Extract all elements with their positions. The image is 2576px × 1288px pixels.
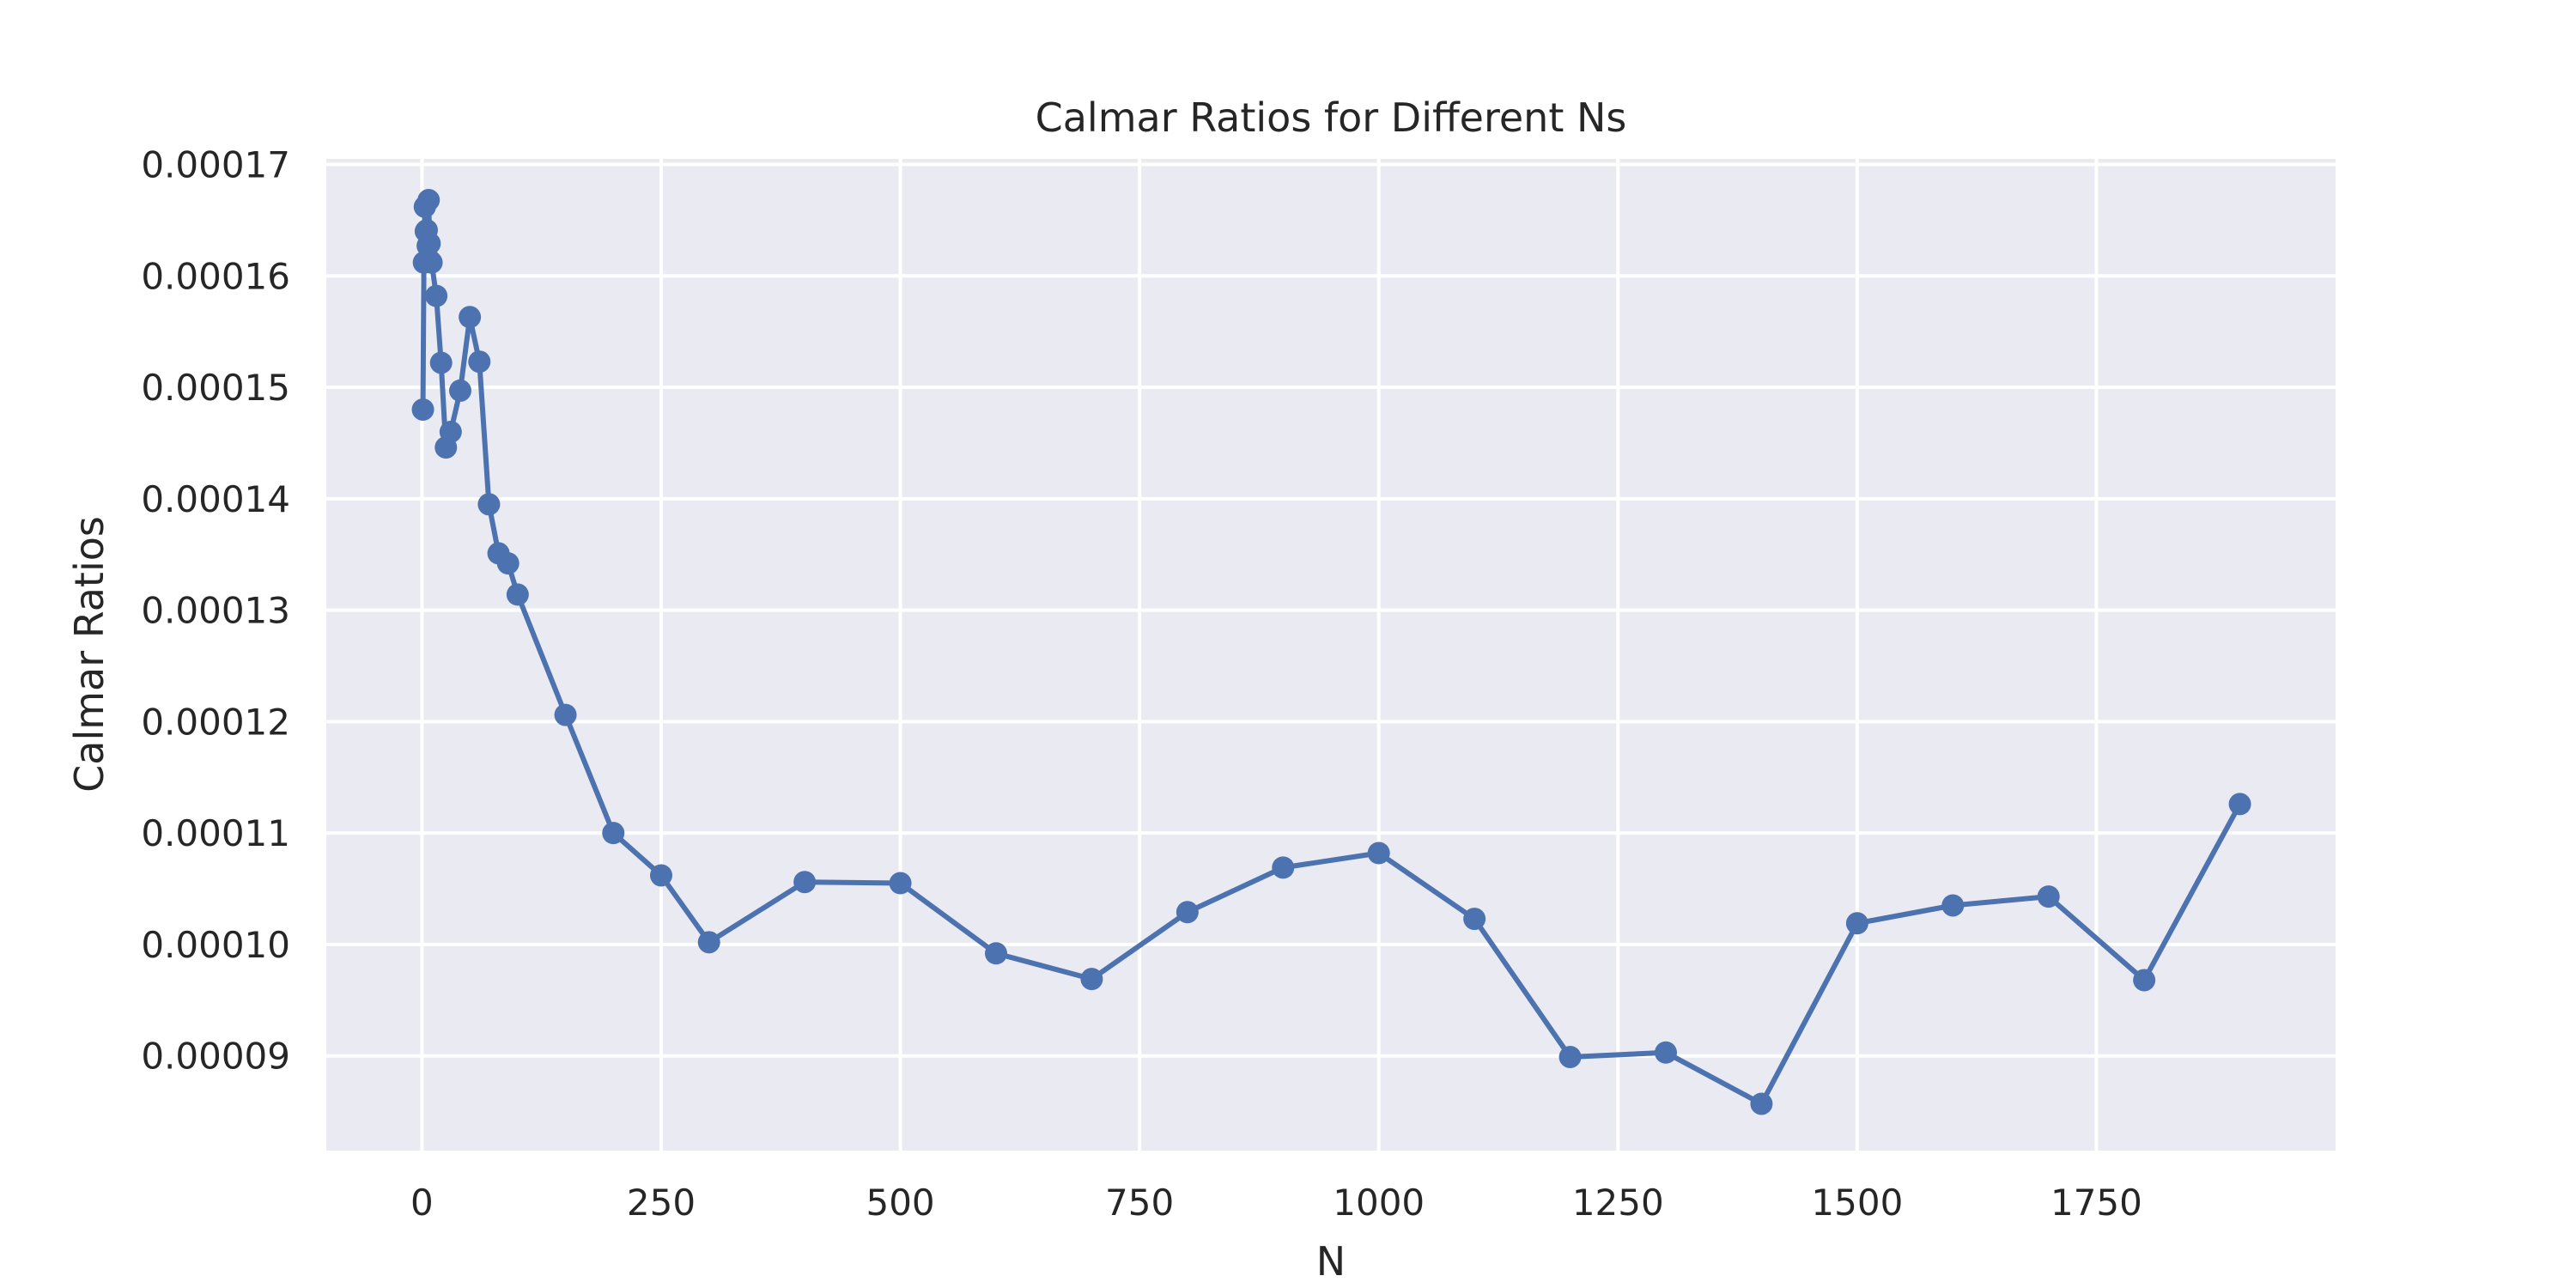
data-point <box>2133 969 2156 992</box>
data-point <box>420 251 443 274</box>
data-point <box>1941 894 1965 917</box>
chart-title: Calmar Ratios for Different Ns <box>1036 94 1627 141</box>
y-tick-label: 0.00014 <box>141 478 290 520</box>
data-point <box>429 351 453 374</box>
data-point <box>1845 912 1868 935</box>
data-point <box>2037 885 2060 908</box>
data-point <box>602 822 625 845</box>
data-point <box>697 931 720 954</box>
y-gridlines <box>326 162 2336 1058</box>
y-tick-label: 0.00015 <box>141 367 290 409</box>
data-point <box>554 703 577 726</box>
data-point <box>985 942 1007 965</box>
data-point <box>468 350 491 374</box>
data-point <box>889 872 912 895</box>
data-point <box>411 398 434 421</box>
data-point <box>425 284 448 307</box>
data-point <box>1080 968 1103 991</box>
x-gridlines <box>420 159 2099 1151</box>
x-tick-label: 500 <box>866 1182 934 1224</box>
data-point <box>650 864 672 887</box>
data-point <box>1558 1045 1582 1068</box>
data-point <box>449 379 471 402</box>
data-point <box>1176 901 1199 924</box>
y-tick-label: 0.00010 <box>141 924 290 966</box>
y-tick-label: 0.00011 <box>141 812 290 854</box>
data-points <box>411 189 2251 1115</box>
y-tick-label: 0.00012 <box>141 701 290 743</box>
y-tick-label: 0.00009 <box>141 1036 290 1078</box>
x-tick-label: 1250 <box>1572 1182 1664 1224</box>
data-point <box>1367 841 1390 865</box>
data-point <box>793 871 817 894</box>
y-tick-label: 0.00017 <box>141 143 290 185</box>
data-point <box>1655 1041 1677 1064</box>
data-point <box>1272 856 1295 879</box>
data-point <box>477 493 501 516</box>
data-point <box>418 232 441 255</box>
x-tick-labels: 0 250 500 750 1000 1250 1500 1750 <box>410 1182 2142 1224</box>
y-axis-label: Calmar Ratios <box>66 516 112 793</box>
data-point <box>439 420 462 443</box>
plot-area <box>326 159 2336 1151</box>
data-point <box>496 552 519 575</box>
x-axis-label: N <box>1316 1238 1346 1285</box>
y-tick-label: 0.00013 <box>141 590 290 632</box>
y-tick-label: 0.00016 <box>141 255 290 297</box>
x-tick-label: 750 <box>1105 1182 1174 1224</box>
x-tick-label: 1500 <box>1811 1182 1903 1224</box>
data-point <box>1750 1092 1773 1115</box>
data-point <box>2228 793 2251 816</box>
data-point <box>1463 908 1486 931</box>
x-tick-label: 0 <box>410 1182 434 1224</box>
x-tick-label: 250 <box>627 1182 696 1224</box>
x-tick-label: 1000 <box>1333 1182 1425 1224</box>
y-tick-labels: 0.00009 0.00010 0.00011 0.00012 0.00013 0.000… <box>141 143 290 1077</box>
x-tick-label: 1750 <box>2050 1182 2142 1224</box>
data-point <box>506 583 529 606</box>
data-point <box>459 306 482 329</box>
data-point <box>417 189 440 212</box>
